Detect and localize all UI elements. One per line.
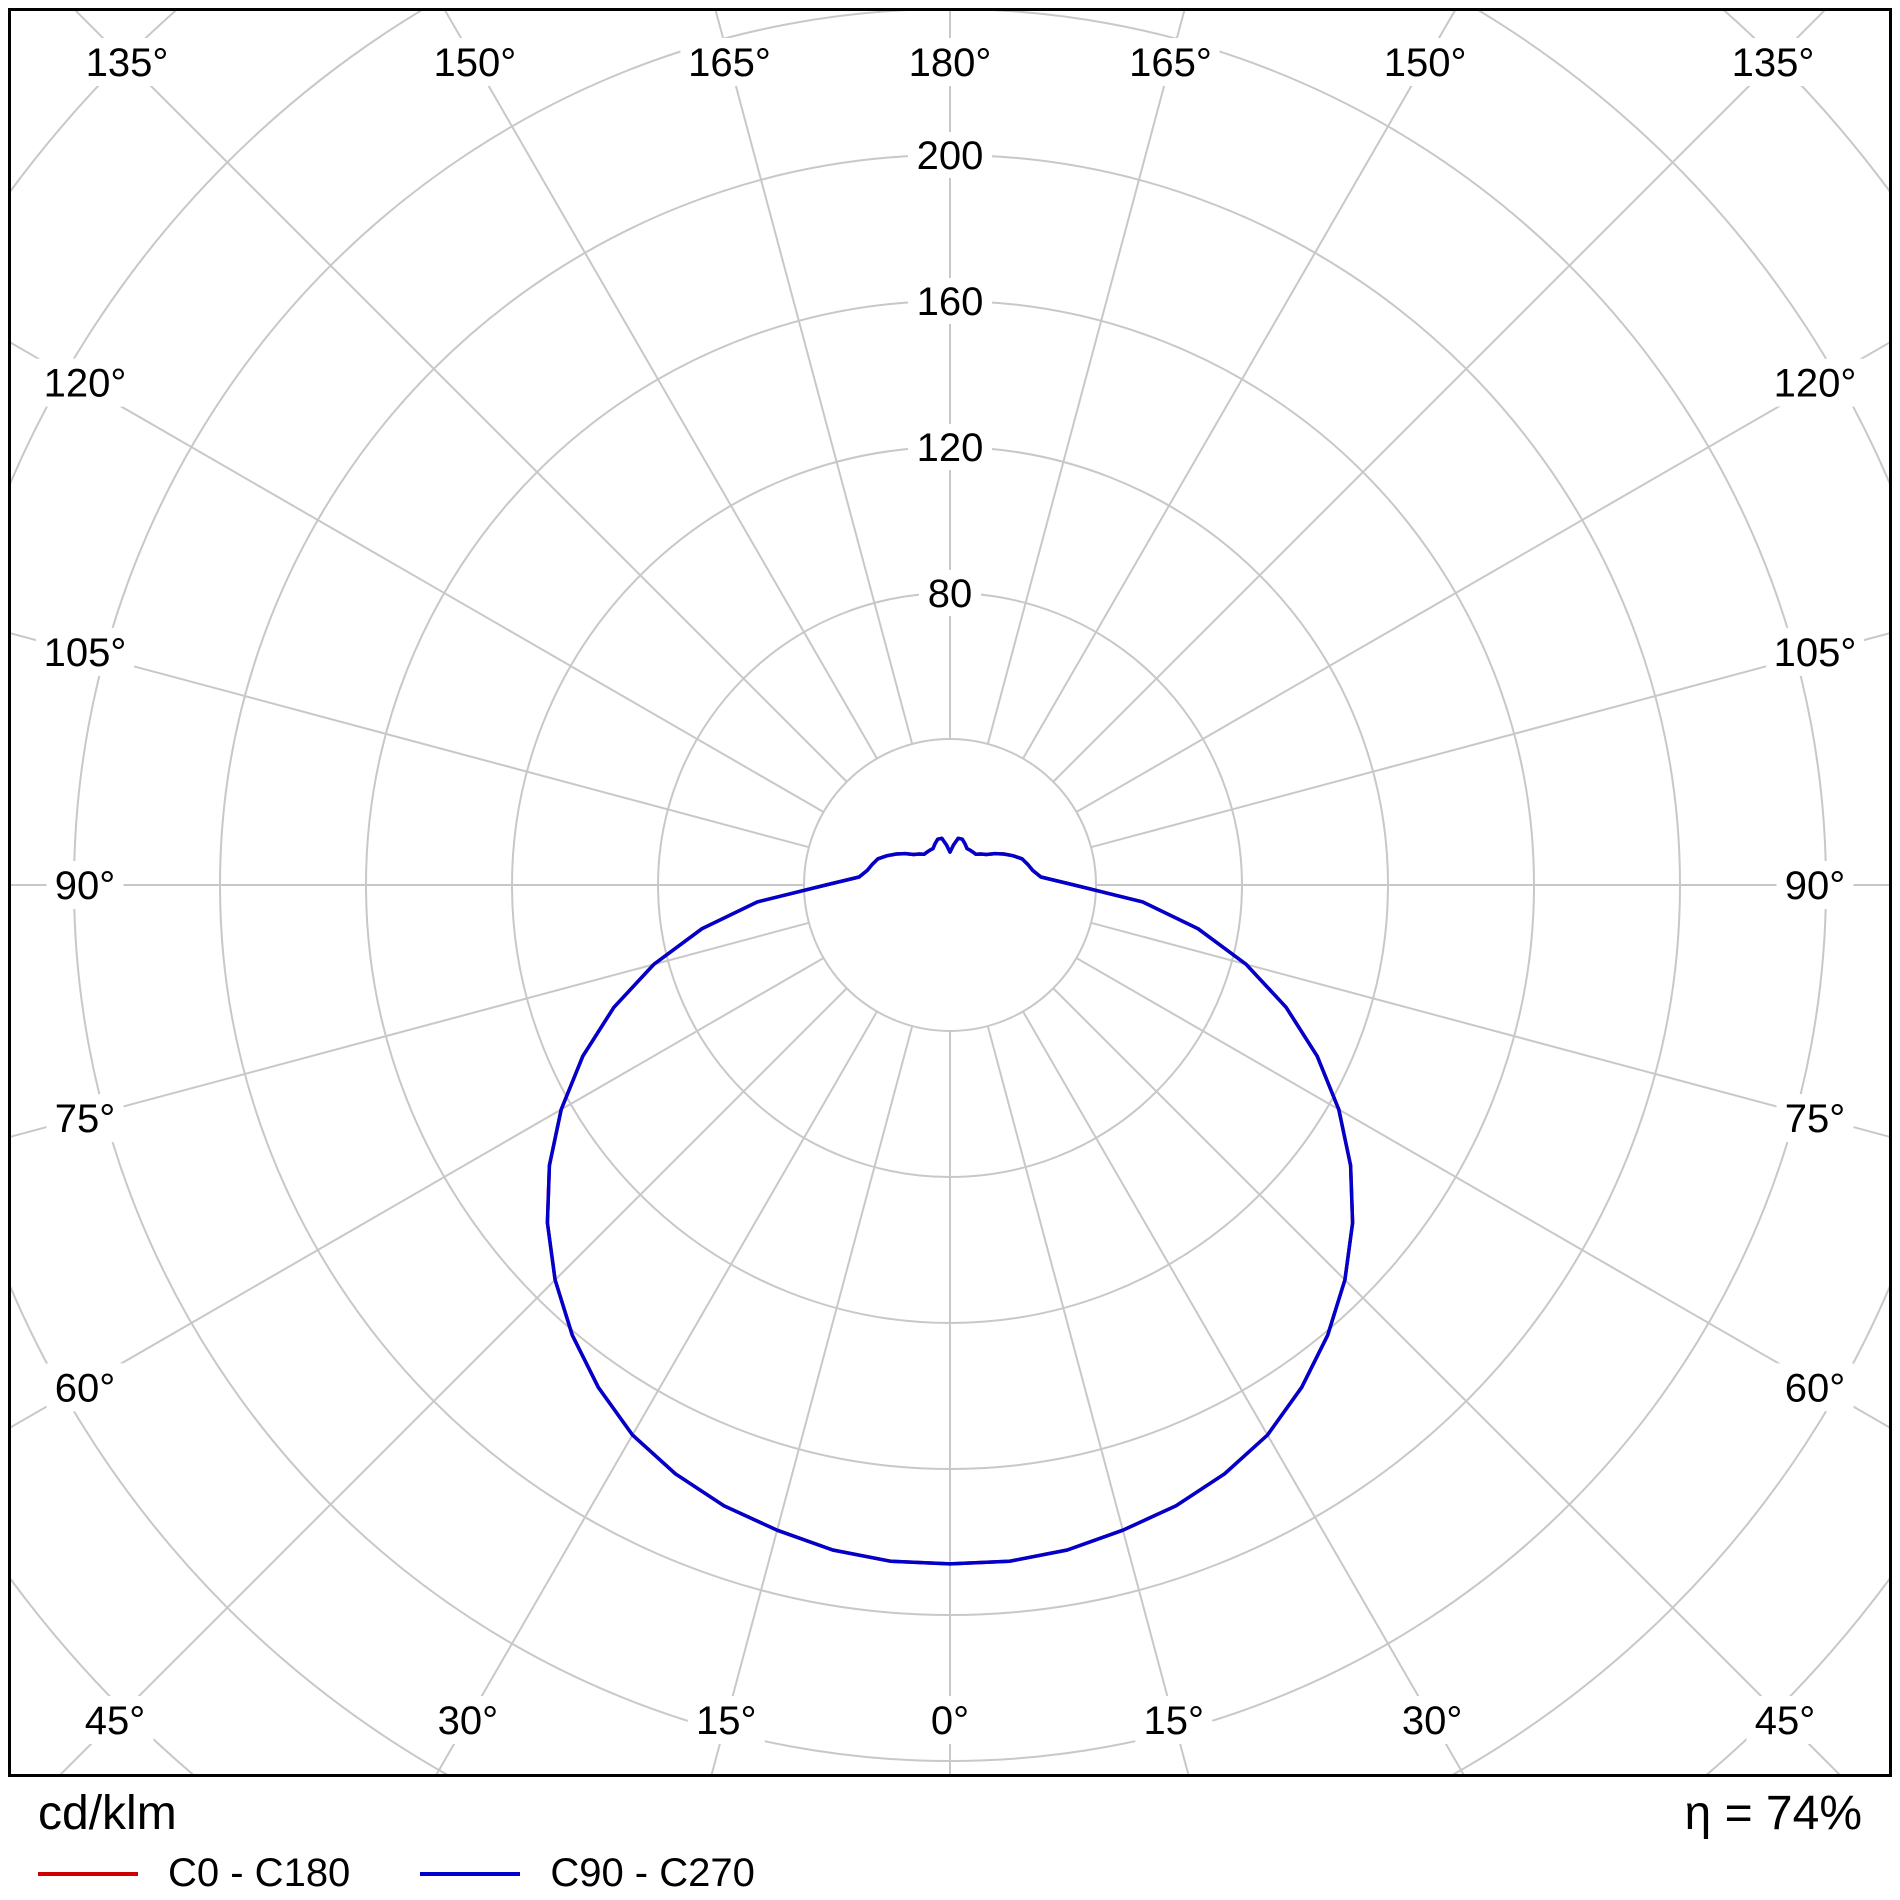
footer-top-row: cd/klm η = 74% (0, 1786, 1900, 1841)
svg-text:135°: 135° (1732, 41, 1815, 85)
svg-text:165°: 165° (688, 41, 771, 85)
legend-item-c90-c270: C90 - C270 (420, 1851, 755, 1896)
svg-text:120°: 120° (44, 362, 127, 406)
c0-c180-line-icon (38, 1871, 138, 1876)
svg-text:120: 120 (917, 426, 984, 470)
svg-text:30°: 30° (1402, 1699, 1463, 1743)
svg-text:15°: 15° (696, 1699, 757, 1743)
svg-text:105°: 105° (1774, 631, 1857, 675)
units-label: cd/klm (38, 1787, 177, 1840)
legend: C0 - C180 C90 - C270 (0, 1841, 1900, 1896)
polar-chart: 80 120 160 200 0° 15° 15° 30° 30° 45° 45° 60° 60° 75°… (8, 8, 1892, 1777)
svg-text:105°: 105° (44, 631, 127, 675)
polar-grid (11, 11, 1889, 1774)
svg-text:160: 160 (917, 280, 984, 324)
svg-text:120°: 120° (1774, 362, 1857, 406)
svg-text:60°: 60° (55, 1366, 116, 1410)
svg-text:75°: 75° (55, 1097, 116, 1141)
angle-labels: 0° 15° 15° 30° 30° 45° 45° 60° 60° 75° 75° 90° 90° 10… (36, 38, 1864, 1744)
svg-text:90°: 90° (55, 864, 116, 908)
curve-c90-c270 (545, 836, 1355, 1566)
svg-text:165°: 165° (1129, 41, 1212, 85)
svg-text:45°: 45° (1755, 1699, 1816, 1743)
svg-text:80: 80 (928, 572, 973, 616)
radial-tick-labels: 80 120 160 200 (908, 132, 992, 616)
svg-text:200: 200 (917, 134, 984, 178)
svg-text:60°: 60° (1785, 1366, 1846, 1410)
svg-text:0°: 0° (931, 1699, 969, 1743)
legend-item-c0-c180: C0 - C180 (38, 1851, 350, 1896)
efficiency-label: η = 74% (1684, 1787, 1862, 1840)
c90-c270-line-icon (420, 1871, 521, 1876)
legend-label-c0-c180: C0 - C180 (168, 1851, 351, 1895)
chart-footer: cd/klm η = 74% C0 - C180 C90 - C270 (0, 1786, 1900, 1896)
legend-label-c90-c270: C90 - C270 (550, 1851, 755, 1895)
svg-text:90°: 90° (1785, 864, 1846, 908)
svg-text:15°: 15° (1143, 1699, 1204, 1743)
svg-text:150°: 150° (1384, 41, 1467, 85)
chart-frame-border (8, 8, 1892, 1777)
svg-text:45°: 45° (85, 1699, 146, 1743)
svg-text:180°: 180° (909, 41, 992, 85)
svg-text:135°: 135° (86, 41, 169, 85)
svg-text:150°: 150° (433, 41, 516, 85)
svg-text:30°: 30° (438, 1699, 499, 1743)
svg-text:75°: 75° (1785, 1097, 1846, 1141)
